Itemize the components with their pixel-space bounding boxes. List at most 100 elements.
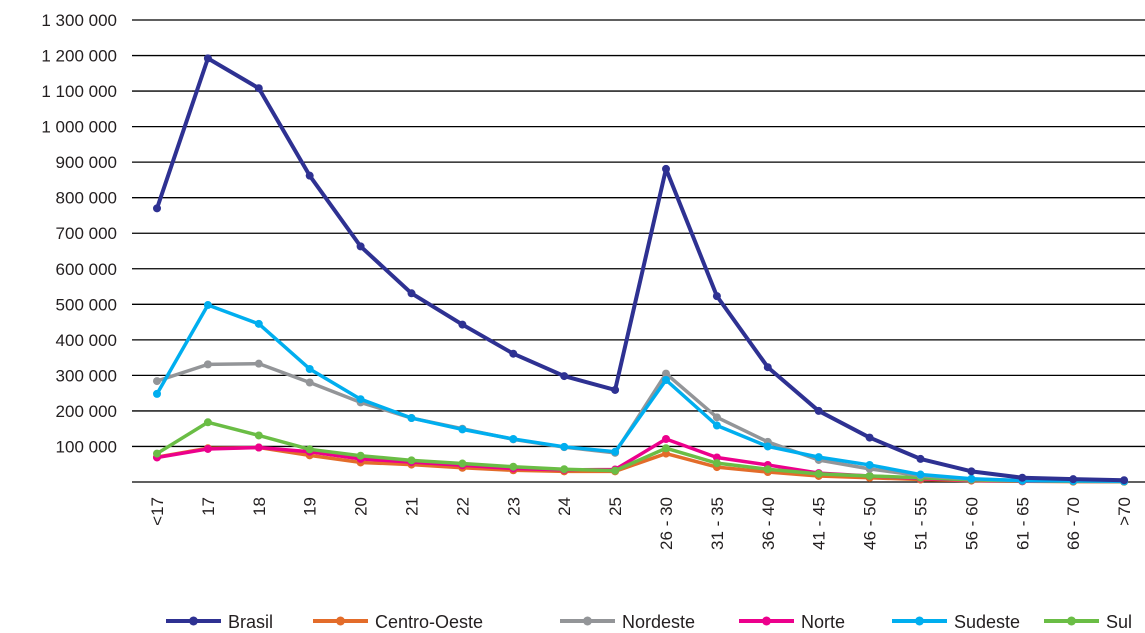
data-point [712, 459, 721, 468]
x-tick-label: >70 [1115, 497, 1134, 526]
x-tick-label: 66 - 70 [1064, 497, 1083, 550]
data-point [153, 377, 161, 386]
data-point [203, 418, 212, 427]
y-tick-label: 600 000 [56, 260, 117, 279]
series-line [155, 56, 1125, 483]
data-point [967, 474, 976, 483]
x-tick-label: 20 [352, 497, 371, 516]
data-point [305, 171, 314, 180]
data-point [254, 319, 263, 328]
data-point [153, 204, 161, 213]
legend-item: Nordeste [560, 612, 695, 632]
data-point [712, 292, 721, 301]
data-point [356, 451, 365, 460]
y-tick-label: 900 000 [56, 153, 117, 172]
data-point [254, 84, 263, 93]
data-point [865, 471, 874, 480]
data-point [254, 443, 263, 452]
legend-label: Sul [1106, 612, 1132, 632]
series-lines [153, 54, 1129, 486]
data-point [763, 363, 772, 372]
legend-swatch-marker [1067, 616, 1076, 626]
data-point [458, 459, 467, 468]
data-point [560, 465, 569, 474]
data-point [203, 444, 212, 453]
data-point [254, 359, 263, 368]
data-point [662, 376, 670, 385]
series-sudeste [153, 301, 1129, 486]
x-tick-label: 61 - 65 [1013, 497, 1032, 550]
data-point [916, 470, 925, 479]
data-point [407, 456, 416, 465]
data-point [560, 372, 569, 381]
data-point [865, 433, 874, 442]
data-point [356, 395, 365, 404]
data-point [611, 385, 620, 394]
legend-label: Norte [801, 612, 845, 632]
legend-swatch-marker [336, 616, 345, 626]
legend-item: Brasil [166, 612, 273, 632]
legend-swatch-marker [583, 616, 592, 626]
x-tick-label: 41 - 45 [810, 497, 829, 550]
data-point [407, 414, 416, 423]
data-point [509, 434, 518, 443]
x-axis-tick-labels: <17 17 18 19 20 21 22 23 24 25 26 - 30 31 - 35 36 - … [148, 497, 1134, 550]
data-point [203, 360, 212, 369]
data-point [203, 54, 212, 63]
gridlines [132, 19, 1145, 483]
x-tick-label: 46 - 50 [861, 497, 880, 550]
data-point [916, 454, 925, 463]
data-point [254, 431, 263, 440]
data-point [611, 447, 620, 456]
data-point [407, 289, 416, 298]
x-tick-label: <17 [148, 497, 167, 526]
y-tick-label: 1 100 000 [41, 82, 117, 101]
data-point [814, 469, 823, 478]
data-point [611, 466, 620, 475]
data-point [712, 453, 721, 462]
legend-label: Sudeste [954, 612, 1020, 632]
x-tick-label: 18 [250, 497, 269, 516]
y-tick-label: 1 000 000 [41, 118, 117, 137]
y-tick-label: 500 000 [56, 295, 117, 314]
data-point [509, 349, 518, 358]
legend-item: Sul [1044, 612, 1132, 632]
data-point [458, 320, 467, 329]
data-point [763, 465, 772, 474]
x-tick-label: 51 - 55 [912, 497, 931, 550]
data-point [305, 445, 314, 454]
legend-item: Norte [739, 612, 845, 632]
data-point [203, 301, 212, 310]
data-point [305, 378, 314, 387]
x-tick-label: 56 - 60 [962, 497, 981, 550]
data-point [560, 442, 569, 451]
data-point [1120, 476, 1129, 485]
y-tick-label: 300 000 [56, 366, 117, 385]
x-tick-label: 23 [504, 497, 523, 516]
legend-swatch-marker [915, 616, 924, 626]
series-line [155, 303, 1125, 484]
x-tick-label: 24 [555, 497, 574, 516]
legend-label: Centro-Oeste [375, 612, 483, 632]
y-axis-tick-labels: 100 000 200 000 300 000 400 000 500 000 600 0… [41, 11, 117, 456]
x-tick-label: 21 [403, 497, 422, 516]
data-point [712, 421, 721, 430]
x-tick-label: 36 - 40 [759, 497, 778, 550]
data-point [305, 364, 314, 373]
data-point [1069, 475, 1078, 484]
data-point [662, 369, 670, 378]
data-point [662, 164, 670, 173]
series-nordeste [153, 359, 1129, 486]
data-point [662, 444, 670, 453]
data-point [153, 449, 161, 458]
legend-item: Centro-Oeste [313, 612, 483, 632]
x-tick-label: 31 - 35 [708, 497, 727, 550]
legend-swatch-marker [189, 616, 198, 626]
legend-label: Nordeste [622, 612, 695, 632]
legend-swatch-marker [762, 616, 771, 626]
y-tick-label: 1 300 000 [41, 11, 117, 30]
data-point [814, 453, 823, 462]
x-tick-label: 17 [199, 497, 218, 516]
data-point [662, 434, 670, 443]
